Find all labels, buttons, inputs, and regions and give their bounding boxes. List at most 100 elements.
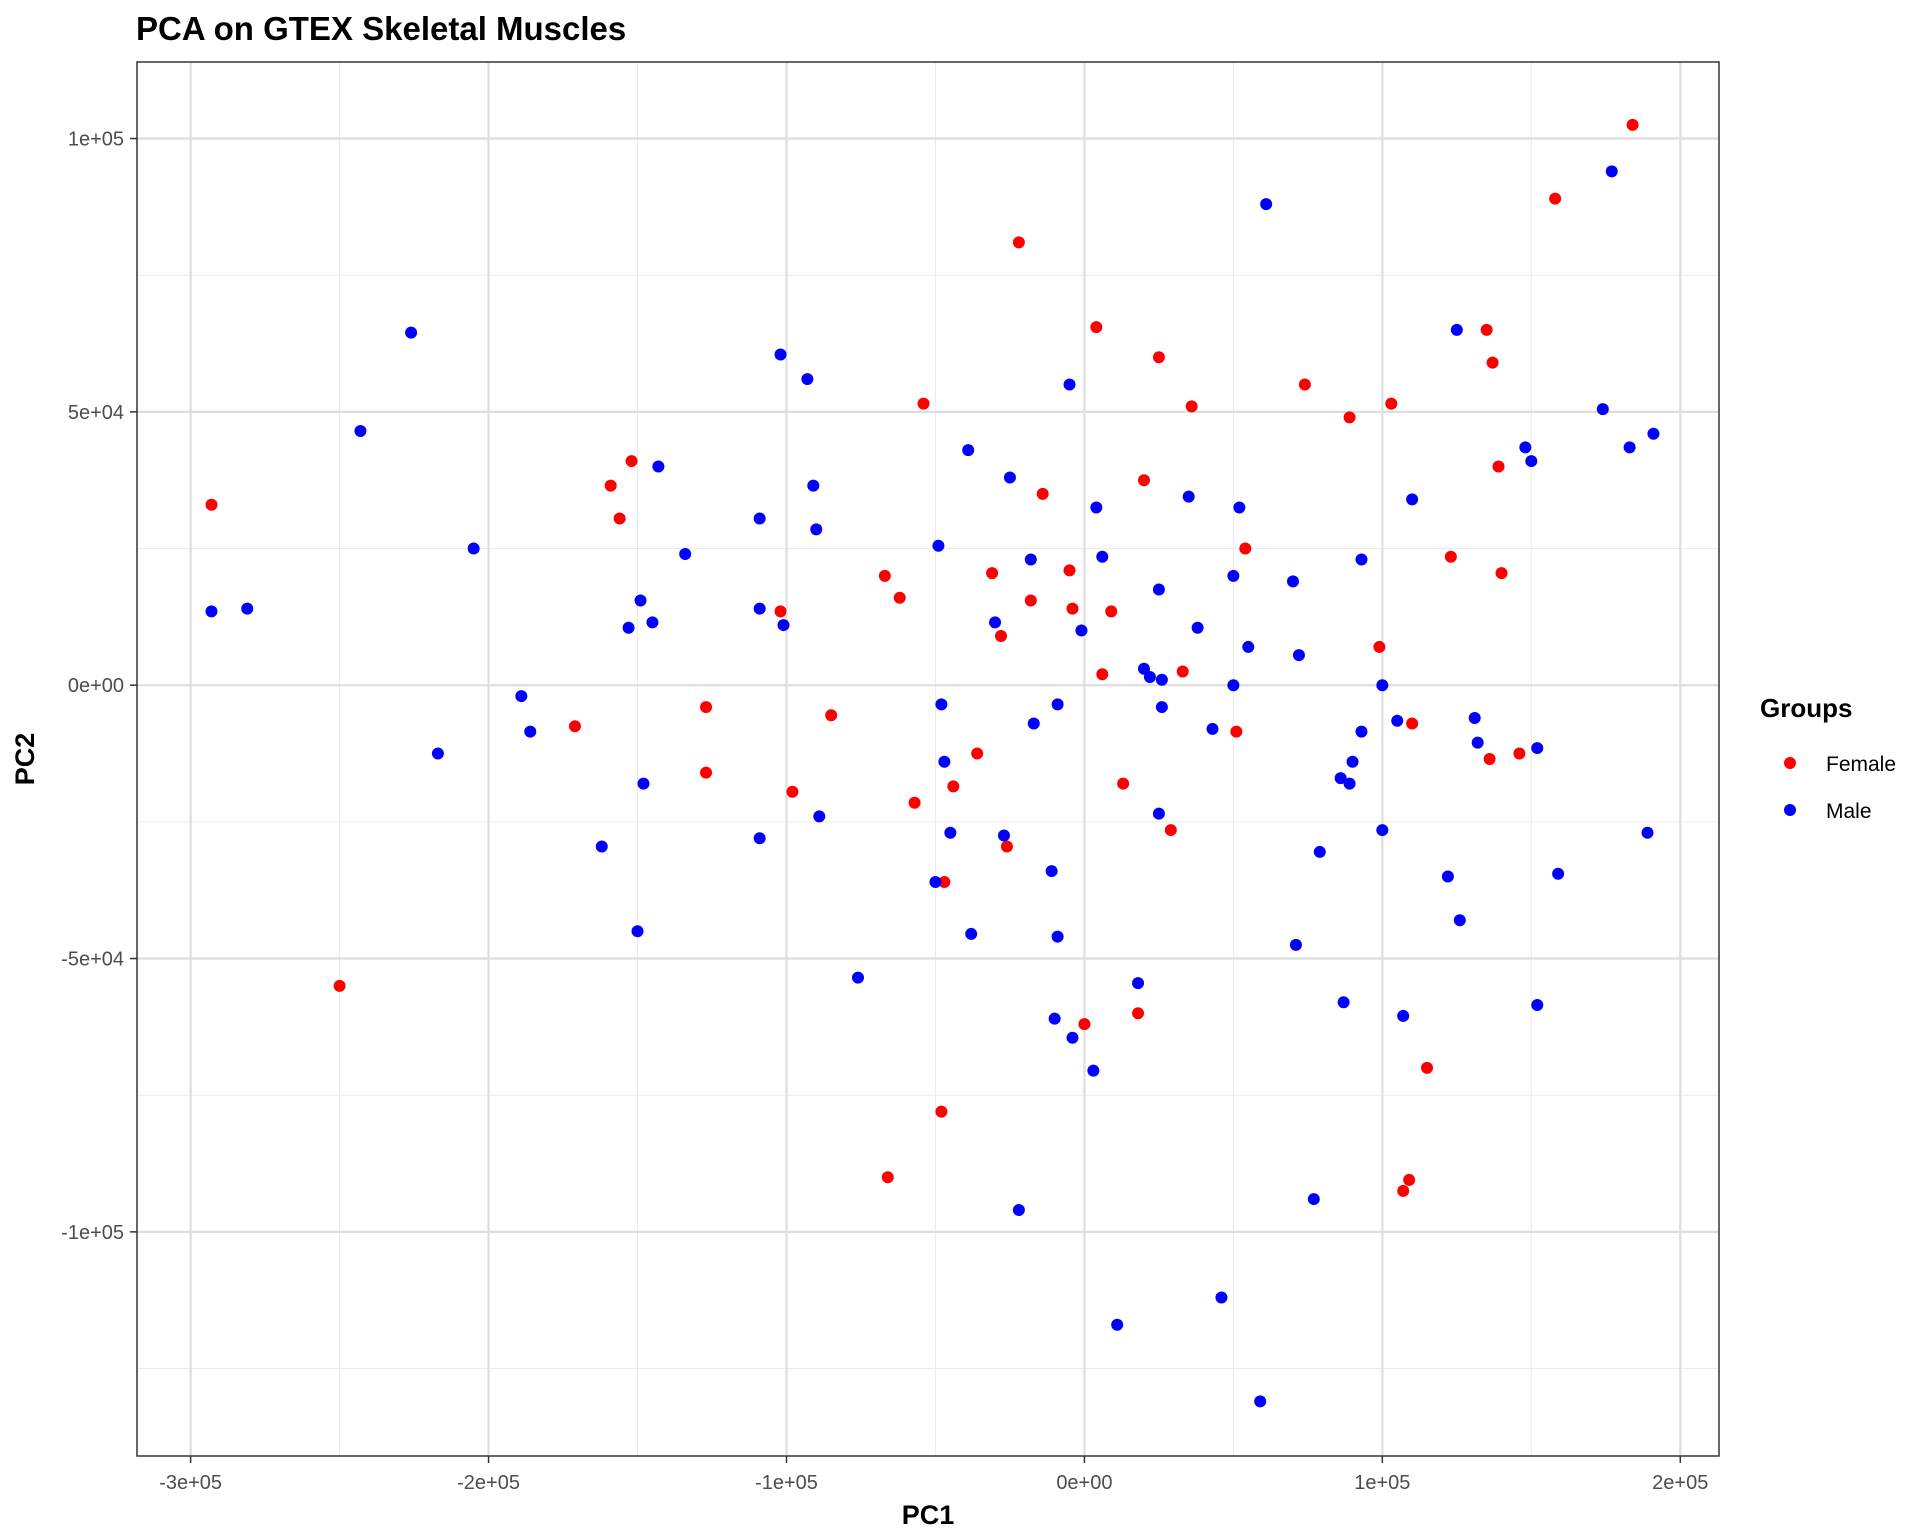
data-point-male (777, 619, 790, 632)
data-point-male (932, 539, 945, 552)
legend-label-male: Male (1826, 800, 1872, 823)
data-point-male (851, 971, 864, 984)
data-point-male (1152, 583, 1165, 596)
chart-title: PCA on GTEX Skeletal Muscles (136, 10, 626, 47)
data-point-female (881, 1171, 894, 1184)
data-point-female (938, 876, 951, 888)
data-point-male (1242, 640, 1255, 653)
data-point-male (1227, 679, 1240, 692)
data-point-male (1075, 624, 1088, 637)
data-point-male (1647, 427, 1660, 440)
data-point-female (1164, 824, 1177, 837)
data-point-female (1230, 725, 1243, 738)
grid-lines (137, 62, 1719, 1456)
data-point-female (1298, 378, 1311, 391)
data-point-male (1286, 575, 1299, 588)
y-tick-label: 5e+04 (68, 402, 124, 424)
data-point-male (1313, 845, 1326, 858)
data-point-male (1376, 824, 1389, 837)
data-point-female (878, 569, 891, 582)
data-point-female (1483, 753, 1496, 765)
data-points (205, 118, 1660, 1408)
data-point-male (1355, 725, 1368, 738)
data-point-female (1063, 564, 1076, 577)
data-point-male (1003, 471, 1016, 484)
y-axis-ticks: 1e+05 5e+04 0e+00 -5e+04 -1e+05 (61, 129, 137, 1244)
data-point-male (1051, 930, 1064, 943)
data-point-female (604, 479, 617, 492)
plot-border (136, 61, 1720, 1457)
data-point-male (1260, 198, 1273, 211)
y-tick-label: 0e+00 (68, 675, 124, 697)
data-point-male (637, 777, 650, 790)
data-point-male (1531, 742, 1544, 755)
data-point-male (1471, 736, 1484, 749)
data-point-male (1227, 569, 1240, 582)
data-point-female (625, 455, 638, 468)
data-point-female (1012, 236, 1025, 249)
y-tick-label: -5e+04 (61, 949, 124, 971)
data-point-female (1343, 411, 1356, 424)
data-point-male (1391, 714, 1404, 727)
data-point-male (1191, 621, 1204, 634)
data-point-female (774, 605, 787, 618)
data-point-male (1605, 165, 1618, 178)
data-point-male (1182, 490, 1195, 503)
data-point-female (893, 591, 906, 604)
y-tick-label: 1e+05 (68, 129, 124, 151)
data-point-male (405, 326, 418, 339)
data-point-female (1000, 840, 1013, 853)
data-point-male (1063, 378, 1076, 391)
data-point-female (1406, 717, 1419, 730)
data-point-male (965, 927, 978, 940)
data-point-male (1376, 679, 1389, 692)
data-point-male (1337, 996, 1350, 1009)
legend-key-male (1784, 804, 1796, 816)
data-point-male (1552, 867, 1565, 880)
data-point-male (1641, 826, 1654, 839)
x-tick-label: 1e+05 (1354, 1472, 1410, 1494)
data-point-male (622, 621, 635, 634)
x-tick-label: 0e+00 (1056, 1472, 1112, 1494)
data-point-male (1233, 501, 1246, 514)
data-point-female (1403, 1173, 1416, 1186)
data-point-male (467, 542, 480, 555)
legend-key-female (1784, 757, 1796, 769)
data-point-female (568, 720, 581, 733)
data-point-female (1385, 397, 1398, 410)
data-point-female (786, 785, 799, 798)
data-point-male (1155, 673, 1168, 686)
data-point-male (1355, 553, 1368, 566)
data-point-female (825, 709, 838, 722)
data-point-male (595, 840, 608, 853)
data-point-female (908, 796, 921, 809)
data-point-female (1105, 605, 1118, 618)
data-point-male (652, 460, 665, 473)
data-point-male (1623, 441, 1636, 454)
data-point-male (646, 616, 659, 629)
data-point-male (1453, 914, 1466, 927)
data-point-male (774, 348, 787, 361)
data-point-male (801, 373, 814, 386)
data-point-male (634, 594, 647, 607)
data-point-male (1289, 938, 1302, 951)
x-tick-label: -3e+05 (159, 1472, 222, 1494)
data-point-male (1596, 403, 1609, 416)
data-point-male (753, 512, 766, 525)
data-point-male (753, 602, 766, 615)
legend: Groups Female Male (1760, 693, 1896, 823)
data-point-male (1066, 1031, 1079, 1044)
data-point-male (241, 602, 254, 615)
data-point-male (1441, 870, 1454, 883)
data-point-male (929, 876, 942, 888)
legend-title: Groups (1760, 693, 1852, 723)
data-point-male (989, 616, 1002, 629)
data-point-male (1045, 865, 1058, 878)
data-point-female (1373, 640, 1386, 653)
data-point-male (1254, 1395, 1267, 1408)
data-point-male (1143, 671, 1156, 683)
data-point-female (1421, 1061, 1434, 1074)
data-point-male (1152, 807, 1165, 820)
data-point-male (1111, 1318, 1124, 1331)
data-point-male (807, 479, 820, 492)
